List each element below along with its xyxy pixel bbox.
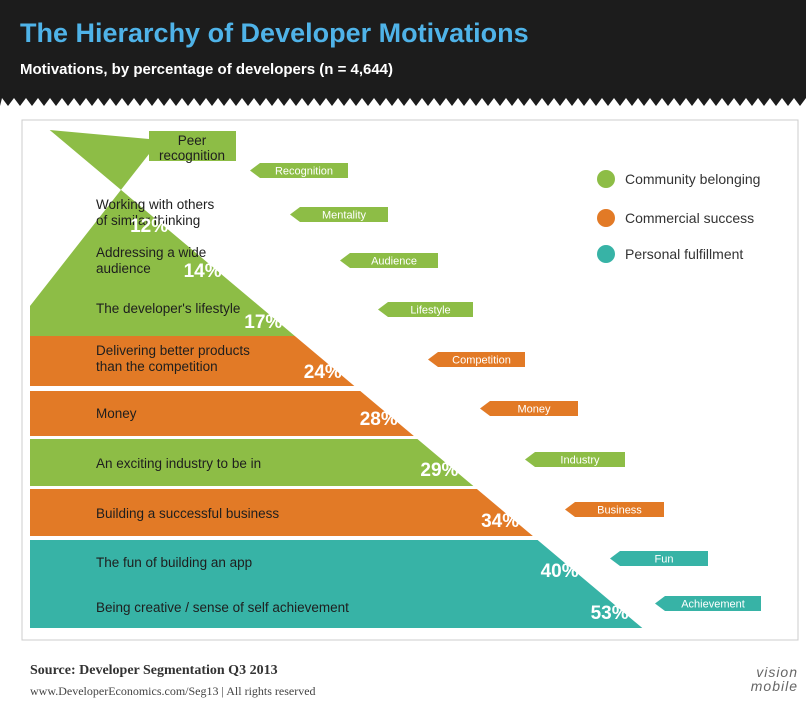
band-business xyxy=(30,489,533,536)
tag-label: Mentality xyxy=(322,210,367,222)
copyright-note: www.DeveloperEconomics.com/Seg13 | All r… xyxy=(30,684,316,698)
bar-label: Building a successful business xyxy=(96,506,279,521)
tag-flag xyxy=(655,596,761,611)
page-title: The Hierarchy of Developer Motivations xyxy=(20,18,529,48)
legend-label: Community belonging xyxy=(625,171,760,187)
tag-label: Money xyxy=(517,404,551,416)
source-note: Source: Developer Segmentation Q3 2013 xyxy=(30,663,278,678)
bar-value: 40% xyxy=(541,561,579,582)
tag-flag xyxy=(428,352,525,367)
pyramid-top-band xyxy=(30,130,295,336)
legend-swatch xyxy=(597,170,615,188)
bar-label: Working with others xyxy=(96,197,215,212)
bar-value: 29% xyxy=(420,460,458,481)
bar-label: Peer xyxy=(178,133,207,148)
bar-value: 12% xyxy=(130,216,168,237)
logo-text-line2: mobile xyxy=(750,678,798,694)
bar-label: The developer's lifestyle xyxy=(96,301,240,316)
tag-flag xyxy=(250,163,348,178)
chart-frame xyxy=(21,119,799,641)
tag-flag xyxy=(565,502,664,517)
tag-label: Business xyxy=(597,505,642,517)
tag-label: Audience xyxy=(371,256,417,268)
page-subtitle: Motivations, by percentage of developers… xyxy=(20,61,394,78)
bar-label: An exciting industry to be in xyxy=(96,456,261,471)
header-background xyxy=(0,0,806,106)
logo-text-line1: vision xyxy=(756,664,798,680)
tag-flag xyxy=(340,253,438,268)
tag-label: Fun xyxy=(655,554,674,566)
bar-value: 53% xyxy=(591,603,629,624)
bar-label: Money xyxy=(96,406,137,421)
bar-value: 28% xyxy=(360,409,398,430)
bar-label: Delivering better products xyxy=(96,343,250,358)
bar-value: 14% xyxy=(184,261,222,282)
bar-label: recognition xyxy=(159,148,225,163)
tag-label: Achievement xyxy=(681,599,745,611)
tag-flag xyxy=(610,551,708,566)
bar-value: 17% xyxy=(244,312,282,333)
tag-flag xyxy=(378,302,473,317)
bar-label: Addressing a wide xyxy=(96,245,206,260)
tag-label: Lifestyle xyxy=(410,305,450,317)
tag-flag xyxy=(290,207,388,222)
bar-label: The fun of building an app xyxy=(96,555,252,570)
tag-flag xyxy=(525,452,625,467)
header-banner xyxy=(0,0,806,106)
bar-label: Being creative / sense of self achieveme… xyxy=(96,600,349,615)
bar-label: than the competition xyxy=(96,359,218,374)
bar-value: 34% xyxy=(481,511,519,532)
legend-label: Commercial success xyxy=(625,210,754,226)
legend-label: Personal fulfillment xyxy=(625,246,743,262)
tag-label: Recognition xyxy=(275,166,333,178)
legend-swatch xyxy=(597,209,615,227)
tag-label: Competition xyxy=(452,355,511,367)
band-personal xyxy=(30,540,643,628)
vision-mobile-logo: vision mobile xyxy=(712,664,802,696)
bar-value: 8% xyxy=(179,164,207,185)
bar-label: audience xyxy=(96,261,151,276)
tag-flag xyxy=(480,401,578,416)
tag-label: Industry xyxy=(560,455,600,467)
bar-value: 24% xyxy=(304,362,342,383)
peer-recognition-box xyxy=(149,131,236,161)
band-industry xyxy=(30,439,474,486)
band-money xyxy=(30,391,414,436)
bar-label: of similar thinking xyxy=(96,213,200,228)
band-competition xyxy=(30,336,355,386)
legend-swatch xyxy=(597,245,615,263)
